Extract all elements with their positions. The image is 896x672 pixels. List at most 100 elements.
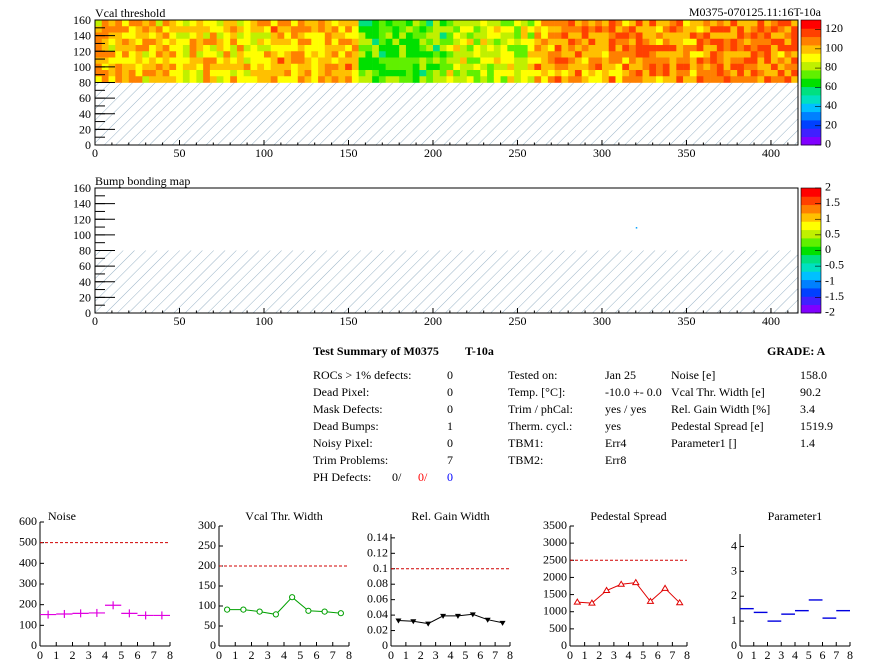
map-cell [243,20,251,27]
map-cell [297,76,305,83]
map-cell [649,63,657,71]
map-cell [432,57,441,65]
map-cell [777,51,785,58]
palette-tick-label: 20 [825,117,837,131]
map-cell [297,45,305,52]
map-cell [608,20,616,27]
map-cell [365,57,373,65]
map-cell [568,32,576,40]
map-cell [554,26,562,33]
plot-x-tick-label: 4 [792,648,798,662]
map-cell [236,70,245,77]
map-cell [777,70,785,77]
map-cell [601,76,610,83]
map-cell [176,51,184,58]
map-cell [622,70,630,77]
map-cell [385,26,393,33]
map-cell [453,38,461,46]
map-cell [534,63,542,71]
map-cell [385,57,393,65]
map-cell [757,45,765,52]
map-cell [372,45,380,52]
map-cell [236,51,245,58]
map-cell [554,70,562,77]
map-cell [568,76,576,83]
map-cell [554,32,562,40]
map-cell [236,76,245,83]
map-cell [284,63,292,71]
map-cell [554,45,562,52]
map-cell [345,38,353,46]
map-cell [122,63,130,71]
map-cell [115,26,123,33]
map-cell [723,32,731,40]
map-cell [331,32,339,40]
map-cell [284,45,292,52]
plot-point [395,618,402,624]
map-cell [446,45,454,52]
map-cell [642,45,650,52]
map-cell [723,20,731,27]
map-cell [507,45,515,52]
map-cell [135,57,143,65]
palette-band [801,225,821,231]
plot-x-tick-label: 2 [765,648,771,662]
map-cell [432,26,441,33]
map-cell [473,70,481,77]
map-cell [608,45,616,52]
palette-band [801,20,821,25]
map-cell [642,76,650,83]
map-cell [250,38,258,46]
defect-label: Noisy Pixel: [313,436,373,450]
palette-band [801,95,821,100]
map-cell [595,76,603,83]
defect-value: 0 [447,368,453,382]
map-cell [730,51,738,58]
map-cell [662,51,670,58]
palette-tick-label: 1.5 [825,195,840,209]
map-cell [480,57,488,65]
map-cell [311,70,319,77]
palette-band [801,300,821,306]
map-cell [263,51,272,58]
map-cell [182,70,190,77]
map-x-tick-label: 150 [339,314,357,328]
map-x-tick-label: 250 [508,146,526,160]
map-cell [419,38,427,46]
map-cell [263,70,272,77]
plot-point [454,613,461,619]
map-y-tick-label: 20 [79,122,91,136]
map-y-tick-label: 120 [73,44,91,58]
map-cell [716,76,724,83]
map-cell [182,26,190,33]
map-cell [392,51,400,58]
map-cell [331,20,339,27]
map-cell [345,32,353,40]
map-cell [757,63,765,71]
plot-y-tick-label: 2000 [543,569,567,583]
map-cell [128,51,136,58]
map-cell [162,70,170,77]
map-cell [635,70,643,77]
map-cell [250,20,258,27]
map-cell [541,51,549,58]
map-cell [270,70,278,77]
map-cell [588,51,596,58]
plot-x-tick-label: 6 [314,648,320,662]
plot-x-tick-label: 0 [737,648,743,662]
map-cell [676,57,684,65]
map-cell [500,57,508,65]
palette-band [801,221,821,226]
plot-x-tick-label: 1 [403,648,409,662]
map-cell [291,26,299,33]
map-cell [95,20,103,27]
map-cell [662,70,670,77]
map-cell [426,32,434,40]
plot-x-tick-label: 2 [70,648,76,662]
map-cell [446,20,454,27]
map-cell [324,70,332,77]
plot-point [272,611,279,618]
map-cell [324,32,332,40]
map-cell [311,20,319,27]
condition-label: Temp. [°C]: [508,385,566,399]
